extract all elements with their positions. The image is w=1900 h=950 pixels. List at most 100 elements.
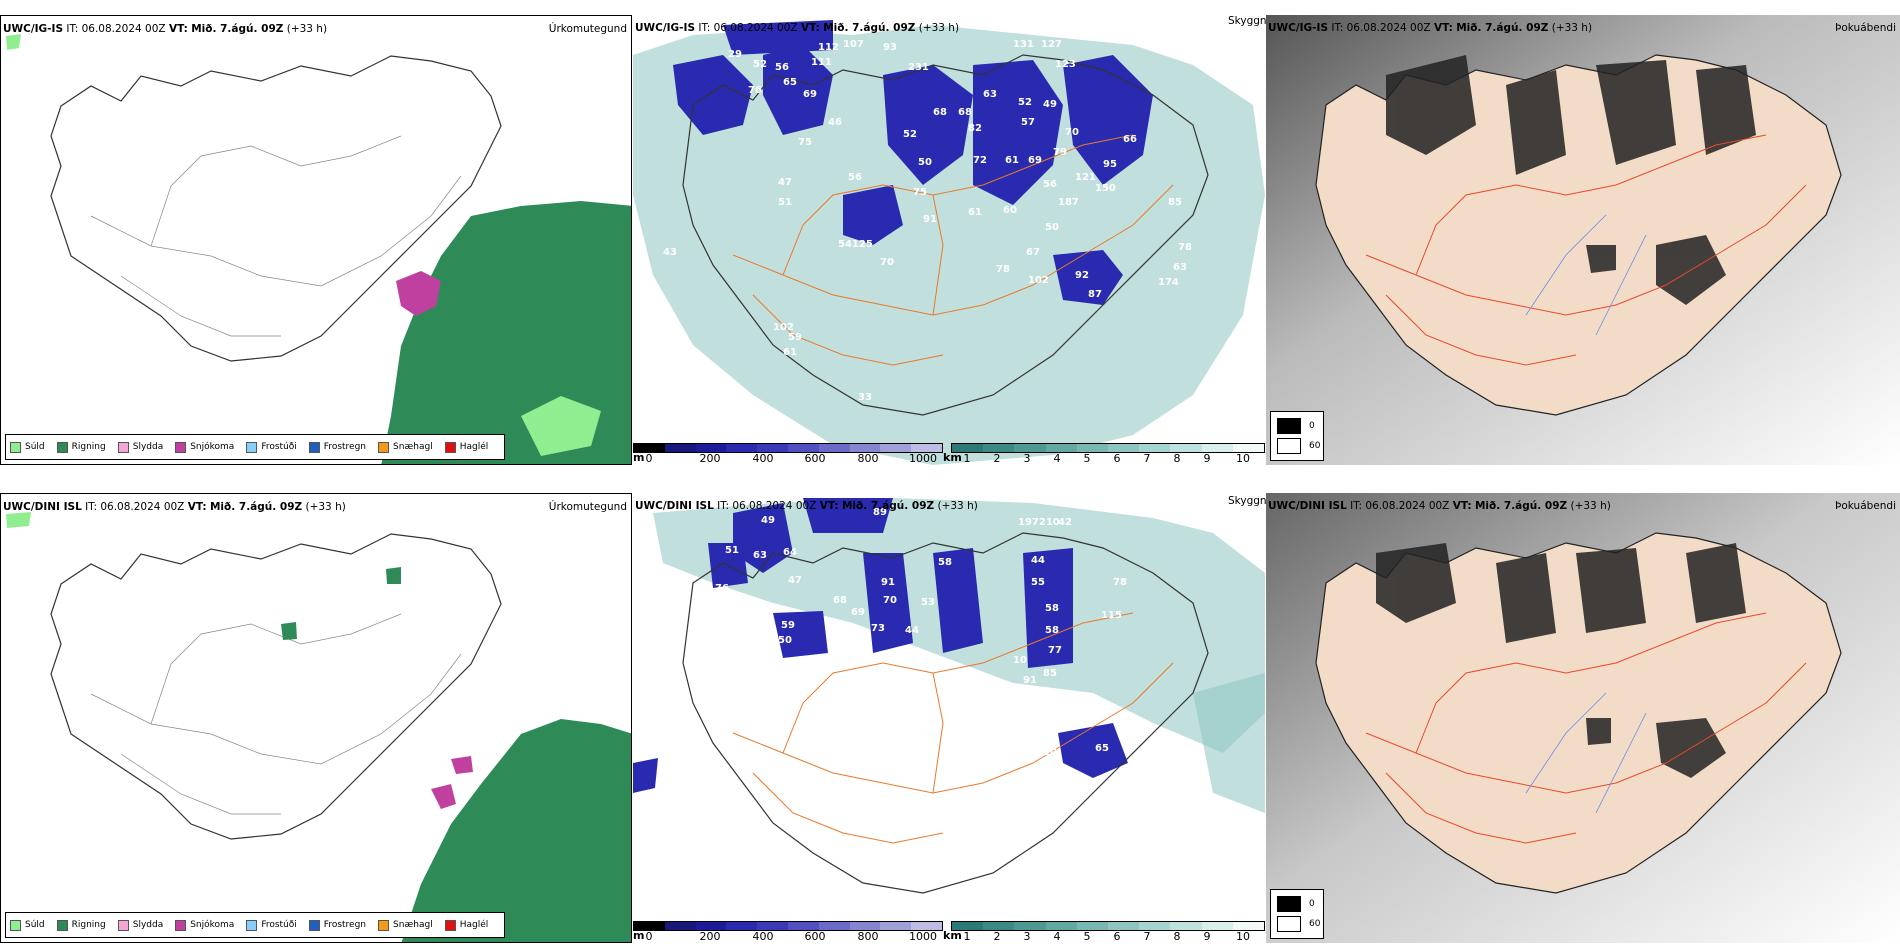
svg-text:131: 131 <box>1013 39 1034 50</box>
fog-indicator-label: Þokuábendi <box>1835 500 1896 512</box>
fog-legend-item-min: 0 <box>1277 418 1315 434</box>
svg-text:56: 56 <box>828 677 842 688</box>
svg-text:50: 50 <box>778 635 792 646</box>
model-name: UWC/DINI ISL <box>1268 500 1347 512</box>
cloud-map-background: 49 89 197210 42 51 63 64 47 44 91 58 55 … <box>633 493 1265 943</box>
svg-text:54125: 54125 <box>838 239 873 250</box>
legend-item-freezing-drizzle: Frostúði <box>246 441 297 453</box>
svg-text:44: 44 <box>905 625 919 636</box>
svg-text:52: 52 <box>1018 97 1032 108</box>
svg-text:78: 78 <box>1113 577 1127 588</box>
svg-text:89: 89 <box>873 507 887 518</box>
svg-text:174: 174 <box>1158 277 1179 288</box>
svg-text:51: 51 <box>778 197 792 208</box>
svg-text:68: 68 <box>958 107 972 118</box>
cloud-tick: 600 <box>804 452 826 465</box>
road-network <box>1365 134 1807 366</box>
rain-area <box>401 719 631 942</box>
cloud-base-visibility-map-dini: 49 89 197210 42 51 63 64 47 44 91 58 55 … <box>633 493 1265 943</box>
visibility-area-2 <box>1193 673 1265 813</box>
svg-text:33: 33 <box>858 392 872 403</box>
visibility-colorbar-swatches <box>951 921 1265 931</box>
model-name: UWC/IG-IS <box>635 22 696 34</box>
svg-text:87: 87 <box>963 703 977 714</box>
svg-text:10: 10 <box>1013 655 1027 666</box>
svg-text:52: 52 <box>753 59 767 70</box>
legend-item-sleet: Slydda <box>117 441 163 453</box>
iceland-outline <box>682 54 1209 416</box>
vis-tick: 8 <box>1173 452 1181 465</box>
cloud-base-areas <box>633 498 1128 793</box>
legend-item-snow-pellets: Snæhagl <box>378 441 433 453</box>
svg-text:69: 69 <box>1028 155 1042 166</box>
vis-tick: 3 <box>1023 452 1031 465</box>
svg-text:197210: 197210 <box>1018 517 1060 528</box>
svg-text:49: 49 <box>761 515 775 526</box>
svg-text:187: 187 <box>1058 197 1079 208</box>
svg-text:56: 56 <box>848 172 862 183</box>
svg-text:43: 43 <box>663 247 677 258</box>
init-time: IT: 06.08.2024 00Z <box>85 501 185 513</box>
lead-time: (+33 h) <box>286 23 328 35</box>
drizzle-corner <box>6 512 31 528</box>
iceland-outline <box>682 532 1209 894</box>
cloud-base-visibility-map-ig: 112 107 93 131 127 123 29 52 56 111 231 … <box>633 15 1265 465</box>
svg-text:70: 70 <box>883 595 897 606</box>
fog-legend-item-max: 60 <box>1277 438 1320 454</box>
svg-text:79: 79 <box>1053 147 1067 158</box>
cloud-header: UWC/DINI ISL IT: 06.08.2024 00Z VT: Mið.… <box>635 500 978 512</box>
precip-type-map-dini: UWC/DINI ISL IT: 06.08.2024 00Z VT: Mið.… <box>0 493 632 943</box>
valid-time: Mið. 7.ágú. 09Z <box>1456 22 1549 34</box>
precip-header: UWC/IG-IS IT: 06.08.2024 00Z VT: Mið. 7.… <box>3 23 327 35</box>
iceland-outline <box>50 55 502 362</box>
precip-map-background <box>1 16 631 464</box>
fog-legend: 0 60 <box>1270 411 1324 461</box>
cloud-tick: 200 <box>699 452 721 465</box>
svg-text:123: 123 <box>1055 59 1076 70</box>
svg-text:121: 121 <box>1075 172 1096 183</box>
svg-text:69: 69 <box>803 89 817 100</box>
snow-area-2 <box>451 756 473 774</box>
cloud-tick: 800 <box>857 452 879 465</box>
lead-time: (+33 h) <box>1570 500 1611 512</box>
svg-text:58: 58 <box>1045 603 1059 614</box>
vis-tick: 10 <box>1236 452 1250 465</box>
svg-text:20: 20 <box>1043 747 1057 758</box>
svg-text:95: 95 <box>1103 159 1117 170</box>
svg-text:56: 56 <box>775 62 789 73</box>
legend-item-freezing-rain: Frostregn <box>308 919 366 931</box>
valid-time: Mið. 7.ágú. 09Z <box>191 23 284 35</box>
snow-area <box>396 271 441 316</box>
cloud-base-numbers: 112 107 93 131 127 123 29 52 56 111 231 … <box>663 39 1192 403</box>
legend-item-drizzle: Súld <box>10 919 45 931</box>
fog-legend: 0 60 <box>1270 889 1324 939</box>
rivers <box>1525 692 1647 814</box>
lead-time: (+33 h) <box>1551 22 1593 34</box>
visibility-unit: km <box>943 451 962 464</box>
svg-text:93: 93 <box>883 42 897 53</box>
svg-text:60: 60 <box>1003 205 1017 216</box>
svg-text:82: 82 <box>968 123 982 134</box>
model-name: UWC/DINI ISL <box>3 501 82 513</box>
precip-type-label: Úrkomutegund <box>548 23 627 35</box>
svg-text:46: 46 <box>828 117 842 128</box>
svg-text:76: 76 <box>715 583 729 594</box>
cloud-base-unit: m <box>633 451 645 464</box>
svg-text:87: 87 <box>1088 289 1102 300</box>
init-time: IT: 06.08.2024 00Z <box>698 22 798 34</box>
legend-item-rain: Rigning <box>56 441 106 453</box>
cloud-tick: 0 <box>645 452 653 465</box>
svg-text:78: 78 <box>1178 242 1192 253</box>
fog-map-background <box>1266 493 1900 943</box>
cloud-header: UWC/IG-IS IT: 06.08.2024 00Z VT: Mið. 7.… <box>635 22 959 34</box>
legend-item-freezing-drizzle: Frostúði <box>246 919 297 931</box>
lead-time: (+33 h) <box>918 22 960 34</box>
svg-text:102: 102 <box>773 322 794 333</box>
svg-text:61: 61 <box>783 347 797 358</box>
vis-tick: 6 <box>1113 452 1121 465</box>
vis-tick: 8 <box>1173 930 1181 943</box>
vis-tick: 10 <box>1236 930 1250 943</box>
drizzle-area <box>521 396 601 456</box>
vis-tick: 5 <box>1083 452 1091 465</box>
vt-label: VT: <box>1452 500 1472 512</box>
